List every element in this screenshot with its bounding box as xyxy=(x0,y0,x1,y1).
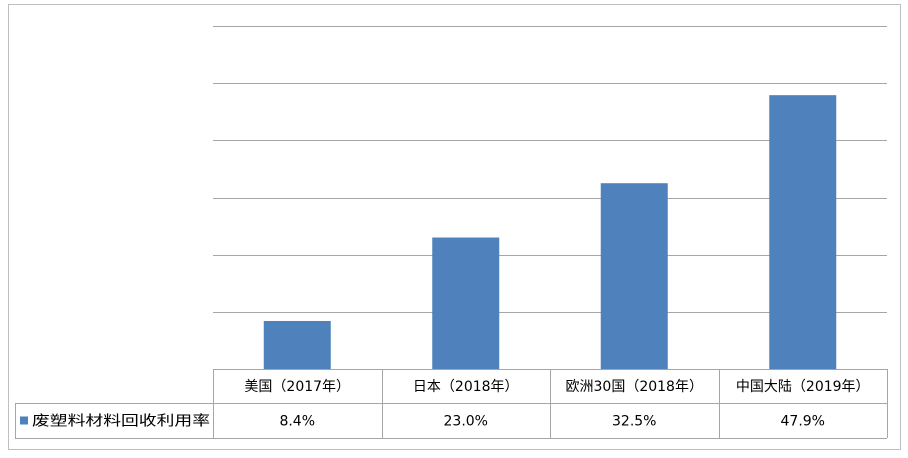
bar xyxy=(600,183,668,369)
data-label: 23.0% xyxy=(444,414,488,430)
category-label: 日本（2018年） xyxy=(413,379,519,395)
chart-frame: 美国（2017年） 日本（2018年） 欧洲30国（2018年） 中国大陆（2019年… xyxy=(8,4,901,450)
category-label: 美国（2017年） xyxy=(244,379,350,395)
category-label: 欧洲30国（2018年） xyxy=(566,379,703,395)
bar-chart: 美国（2017年） 日本（2018年） 欧洲30国（2018年） 中国大陆（2019年… xyxy=(15,26,888,439)
data-label: 47.9% xyxy=(781,414,825,430)
bar xyxy=(432,237,500,369)
data-label: 32.5% xyxy=(612,414,656,430)
bar xyxy=(263,320,331,369)
series-name: 废塑料材料回收利用率 xyxy=(32,413,210,430)
bars xyxy=(263,95,837,370)
legend-key xyxy=(20,416,28,425)
category-label: 中国大陆（2019年） xyxy=(736,379,870,395)
bar xyxy=(769,95,837,370)
data-label: 8.4% xyxy=(279,414,315,430)
data-table: 美国（2017年） 日本（2018年） 欧洲30国（2018年） 中国大陆（2019年… xyxy=(15,369,888,439)
